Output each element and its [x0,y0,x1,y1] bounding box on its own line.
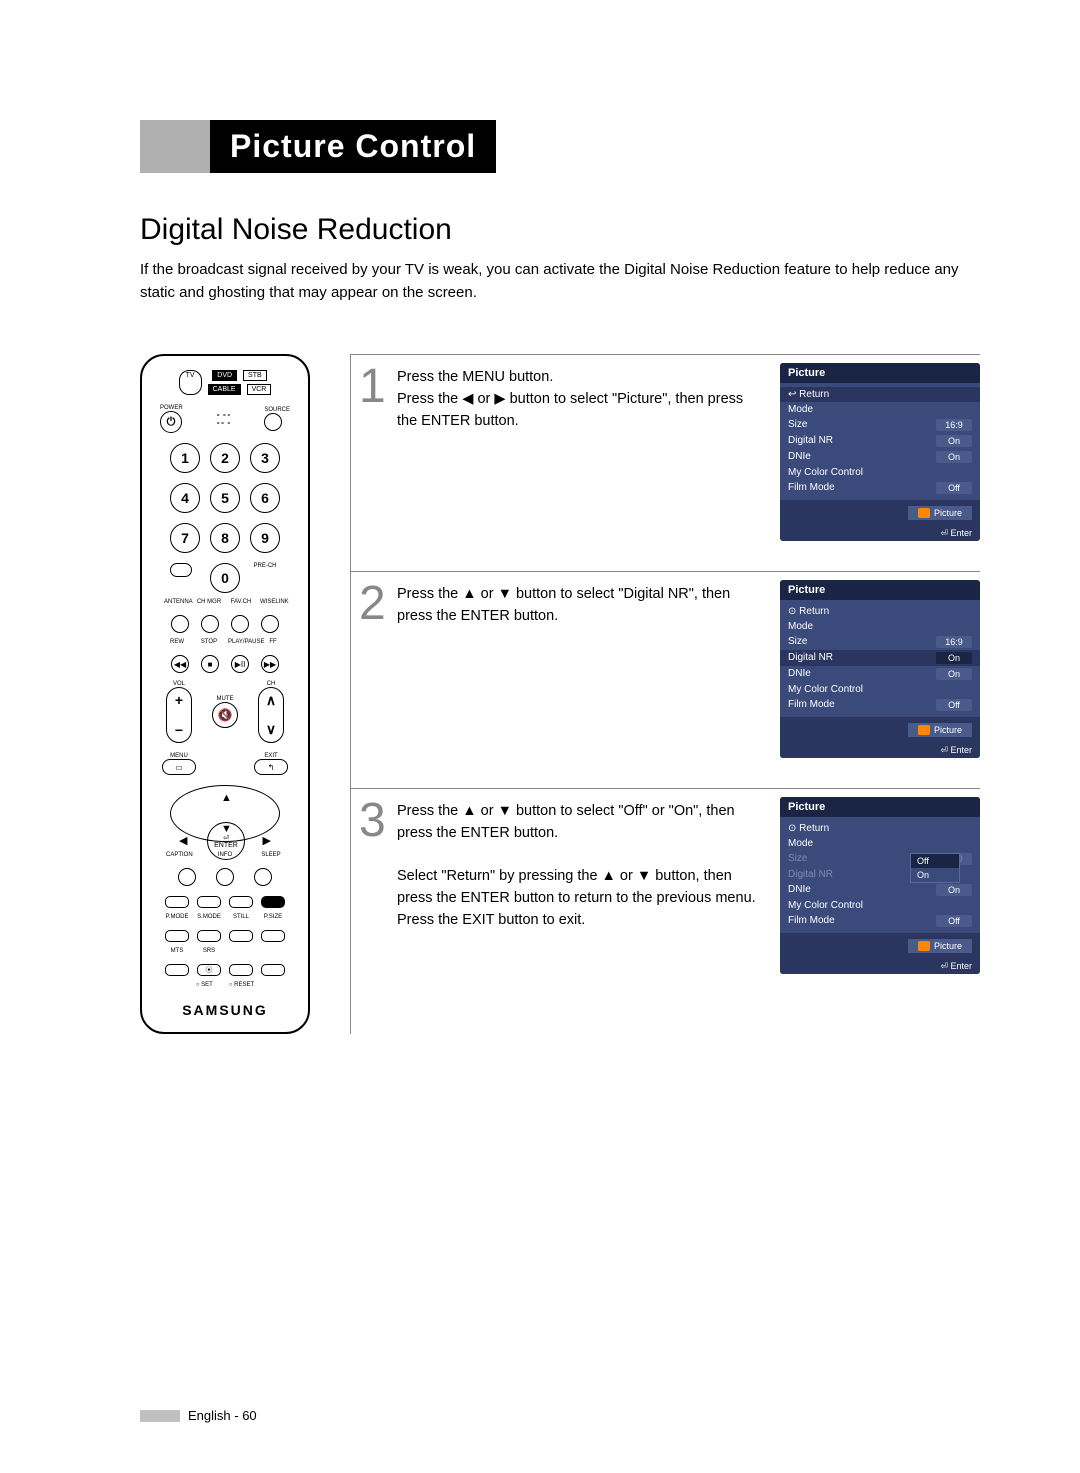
num-5[interactable]: 5 [210,483,240,513]
step-text: Press the ▲ or ▼ button to select "Digit… [397,580,772,758]
num-9[interactable]: 9 [250,523,280,553]
cable-src[interactable]: CABLE [208,384,241,395]
power-label: POWER [160,405,183,411]
dpad: ▲ ▼ ◀ ▶ ⏎ ENTER [170,785,280,842]
menu-button[interactable]: ▭ [162,759,196,775]
number-pad: 1 2 3 4 5 6 7 8 9 0 PRE-CH [170,443,280,593]
enter-button[interactable]: ⏎ ENTER [207,822,245,860]
mts-button[interactable] [165,964,189,976]
dash-button[interactable] [170,563,192,577]
step-text: Press the MENU button. Press the ◀ or ▶ … [397,363,772,541]
step-number: 3 [359,797,389,974]
info-button[interactable] [216,868,234,886]
osd-screenshot-1: Picture ↩ Return Mode Size16:9 Digital N… [780,363,980,541]
pmode-button[interactable] [165,930,189,942]
step-3: 3 Press the ▲ or ▼ button to select "Off… [351,788,980,1004]
mute-button[interactable]: 🔇 [212,702,238,728]
favch-button[interactable] [231,615,249,633]
osd-screenshot-3: Picture ⊙ Return Mode Size16:9 Digital N… [780,797,980,974]
rew-button[interactable]: ◀◀ [171,655,189,673]
chmgr-button[interactable] [201,615,219,633]
title-accent [140,120,210,173]
num-4[interactable]: 4 [170,483,200,513]
osd-screenshot-2: Picture ⊙ Return Mode Size16:9 Digital N… [780,580,980,758]
color-yellow[interactable] [229,896,253,908]
antenna-button[interactable] [171,615,189,633]
section-intro: If the broadcast signal received by your… [140,259,980,304]
num-2[interactable]: 2 [210,443,240,473]
btn-d[interactable] [261,964,285,976]
num-6[interactable]: 6 [250,483,280,513]
steps-column: 1 Press the MENU button. Press the ◀ or … [350,354,980,1034]
srs-button[interactable]: ⦿ [197,964,221,976]
ff-button[interactable]: ▶▶ [261,655,279,673]
page-footer: English - 60 [140,1408,257,1423]
num-0[interactable]: 0 [210,563,240,593]
sleep-button[interactable] [254,868,272,886]
source-button[interactable] [264,413,282,431]
play-button[interactable]: ▶II [231,655,249,673]
psize-button[interactable] [261,930,285,942]
caption-button[interactable] [178,868,196,886]
dpad-up[interactable]: ▲ [221,792,232,804]
stop-button[interactable]: ■ [201,655,219,673]
color-blue[interactable] [261,896,285,908]
vcr-src[interactable]: VCR [247,384,272,395]
smode-button[interactable] [197,930,221,942]
color-red[interactable] [165,896,189,908]
step-number: 1 [359,363,389,541]
page-title: Picture Control [210,120,496,173]
still-button[interactable] [229,930,253,942]
tv-button[interactable]: TV [179,370,202,395]
vol-rocker[interactable]: +− [166,687,192,743]
num-7[interactable]: 7 [170,523,200,553]
power-button[interactable]: ⏻ [160,411,182,433]
exit-button[interactable]: ↰ [254,759,288,775]
color-green[interactable] [197,896,221,908]
func-labels: ANTENNA CH MGR FAV.CH WISELINK [152,599,298,605]
page-number: English - 60 [188,1408,257,1423]
section-heading: Digital Noise Reduction [140,213,980,247]
wiselink-button[interactable] [261,615,279,633]
num-3[interactable]: 3 [250,443,280,473]
stb-src[interactable]: STB [243,370,267,381]
remote-control: TV DVD STB CABLE VCR POWER [140,354,310,1034]
num-8[interactable]: 8 [210,523,240,553]
brand-logo: SAMSUNG [182,1002,268,1018]
step-1: 1 Press the MENU button. Press the ◀ or … [351,354,980,571]
ch-rocker[interactable]: ∧∨ [258,687,284,743]
dpad-left[interactable]: ◀ [179,834,187,847]
btn-c[interactable] [229,964,253,976]
num-1[interactable]: 1 [170,443,200,473]
dvd-src[interactable]: DVD [212,370,237,381]
source-label: SOURCE [264,407,290,413]
step-2: 2 Press the ▲ or ▼ button to select "Dig… [351,571,980,788]
footer-accent [140,1410,180,1422]
title-bar: Picture Control [140,120,980,173]
osd-dropdown: Off On [910,853,960,883]
prech-label: PRE-CH [250,563,280,593]
step-text: Press the ▲ or ▼ button to select "Off" … [397,797,772,974]
transport-labels: REW STOP PLAY/PAUSE FF [152,639,298,645]
step-number: 2 [359,580,389,758]
dpad-right[interactable]: ▶ [263,834,271,847]
